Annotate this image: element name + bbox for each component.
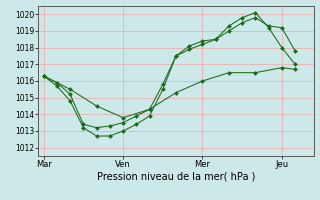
X-axis label: Pression niveau de la mer( hPa ): Pression niveau de la mer( hPa ) bbox=[97, 172, 255, 182]
